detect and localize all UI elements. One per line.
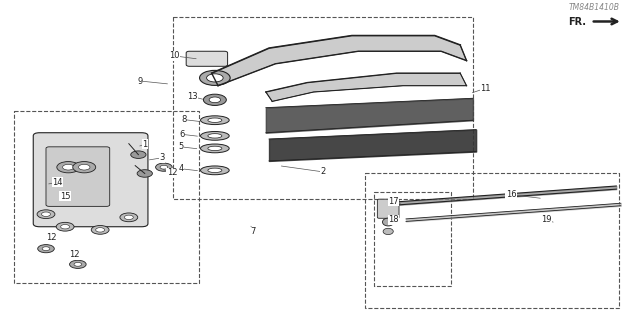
Ellipse shape bbox=[200, 131, 229, 140]
Text: 12: 12 bbox=[69, 250, 80, 259]
Ellipse shape bbox=[208, 146, 222, 151]
Circle shape bbox=[120, 213, 138, 222]
Text: 12: 12 bbox=[167, 168, 177, 177]
Ellipse shape bbox=[208, 134, 222, 138]
Ellipse shape bbox=[383, 218, 394, 226]
Circle shape bbox=[209, 97, 221, 103]
Text: TM84B1410B: TM84B1410B bbox=[568, 3, 620, 12]
Circle shape bbox=[74, 263, 82, 266]
Circle shape bbox=[42, 247, 50, 250]
Text: 19: 19 bbox=[541, 215, 552, 224]
Circle shape bbox=[137, 170, 152, 177]
Text: 8: 8 bbox=[181, 115, 186, 124]
Circle shape bbox=[131, 151, 146, 159]
Ellipse shape bbox=[383, 228, 394, 234]
Text: 4: 4 bbox=[179, 164, 184, 173]
Circle shape bbox=[79, 164, 90, 170]
Text: 14: 14 bbox=[52, 178, 63, 187]
Text: 11: 11 bbox=[481, 84, 491, 93]
Circle shape bbox=[42, 212, 51, 216]
Text: 9: 9 bbox=[138, 77, 143, 85]
Circle shape bbox=[92, 226, 109, 234]
Text: FR.: FR. bbox=[568, 18, 586, 27]
Text: 18: 18 bbox=[388, 215, 399, 224]
Circle shape bbox=[61, 225, 70, 229]
Text: 7: 7 bbox=[250, 227, 256, 236]
FancyBboxPatch shape bbox=[378, 199, 399, 218]
Ellipse shape bbox=[200, 166, 229, 175]
Text: 15: 15 bbox=[60, 191, 70, 201]
FancyBboxPatch shape bbox=[33, 133, 148, 227]
Text: 2: 2 bbox=[321, 167, 326, 176]
Circle shape bbox=[56, 222, 74, 231]
Text: 3: 3 bbox=[159, 153, 164, 162]
Circle shape bbox=[156, 163, 172, 171]
Text: 17: 17 bbox=[388, 197, 399, 205]
Circle shape bbox=[200, 70, 230, 85]
Text: 12: 12 bbox=[46, 233, 56, 242]
Polygon shape bbox=[266, 73, 467, 101]
Circle shape bbox=[37, 210, 55, 219]
Text: 6: 6 bbox=[179, 130, 184, 139]
Ellipse shape bbox=[200, 116, 229, 125]
Text: 1: 1 bbox=[142, 140, 147, 149]
Circle shape bbox=[124, 215, 133, 219]
FancyBboxPatch shape bbox=[46, 147, 109, 206]
Text: 16: 16 bbox=[506, 190, 516, 199]
Circle shape bbox=[63, 164, 74, 170]
Polygon shape bbox=[212, 36, 467, 86]
Ellipse shape bbox=[208, 168, 222, 173]
FancyBboxPatch shape bbox=[186, 51, 228, 66]
Circle shape bbox=[207, 74, 223, 82]
Ellipse shape bbox=[200, 144, 229, 153]
Circle shape bbox=[96, 228, 104, 232]
Circle shape bbox=[57, 161, 80, 173]
Circle shape bbox=[70, 260, 86, 268]
Circle shape bbox=[160, 165, 168, 169]
Ellipse shape bbox=[208, 118, 222, 122]
Circle shape bbox=[204, 94, 227, 106]
Circle shape bbox=[38, 245, 54, 253]
Text: 13: 13 bbox=[188, 92, 198, 101]
Circle shape bbox=[73, 161, 96, 173]
Text: 5: 5 bbox=[179, 142, 184, 151]
Text: 10: 10 bbox=[170, 51, 180, 61]
